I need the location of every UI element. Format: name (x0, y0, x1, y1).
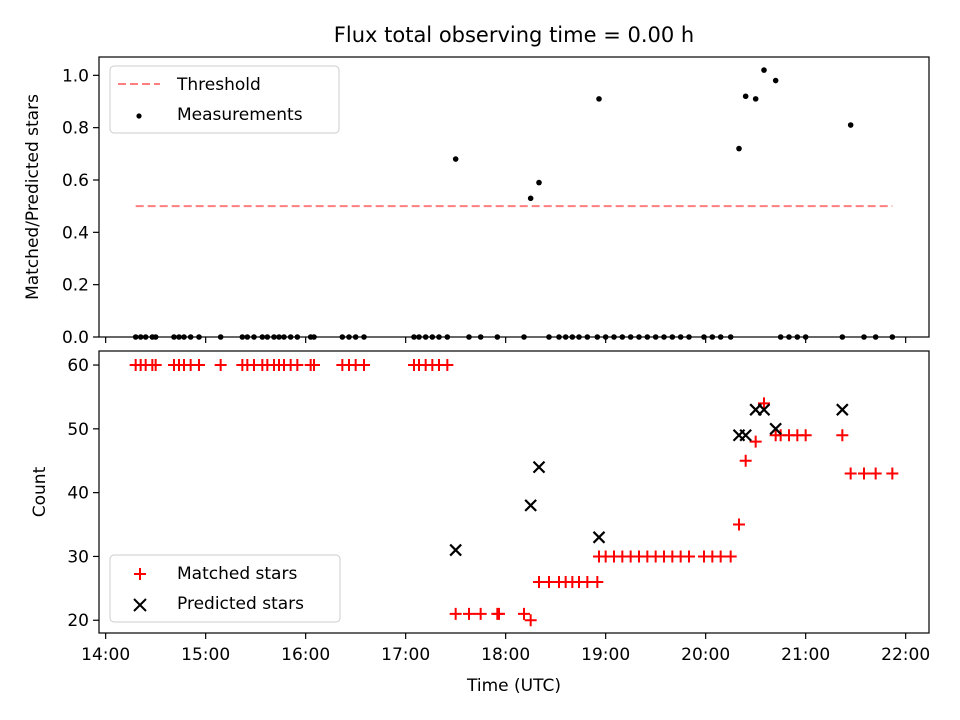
bottom-legend: Matched stars Predicted stars (109, 554, 341, 623)
bottom-y-tick-label: 30 (67, 547, 89, 567)
top-y-tick-label: 0.2 (62, 276, 89, 296)
bottom-axes: 20 30 40 50 60 14:00 15:00 16:00 17:00 18:00 19:00… (30, 350, 930, 696)
chart-title: Flux total observing time = 0.00 h (334, 23, 694, 47)
bottom-x-tick-label: 15:00 (181, 645, 230, 665)
measurement-point (536, 179, 542, 186)
bottom-y-tick-label: 50 (67, 420, 89, 440)
matched-star-point (193, 359, 205, 372)
bottom-x-tick-label: 18:00 (481, 645, 530, 665)
matched-star-point (291, 359, 304, 372)
predicted-star-point (836, 403, 849, 416)
measurement-point (452, 156, 459, 162)
top-axes: 0.0 0.2 0.4 0.6 0.8 1.0 Matched/Predicted sta… (23, 56, 930, 348)
bottom-x-tick-label: 20:00 (681, 645, 730, 665)
measurement-point (736, 145, 742, 152)
bottom-x-tick-label: 17:00 (381, 645, 430, 665)
legend-measurements-marker (136, 113, 142, 119)
matched-star-point (749, 435, 762, 448)
matched-star-point (836, 429, 849, 442)
predicted-star-point (592, 531, 606, 544)
predicted-star-point (532, 460, 546, 474)
matched-star-point (149, 359, 162, 372)
matched-star-point (463, 607, 475, 620)
matched-star-point (739, 454, 752, 467)
bottom-y-axis-label: Count (30, 466, 50, 517)
matched-star-point (858, 467, 870, 480)
predicted-star-point (739, 428, 752, 442)
matched-star-point (886, 467, 899, 480)
matched-star-point (844, 467, 857, 480)
bottom-legend-box (109, 554, 341, 623)
matched-star-point (758, 397, 770, 410)
measurement-point (596, 96, 602, 102)
legend-threshold-label: Threshold (176, 75, 261, 95)
matched-star-point (524, 614, 537, 627)
bottom-x-tick-label: 21:00 (781, 645, 830, 665)
matched-star-point (591, 575, 604, 588)
top-y-tick-label: 1.0 (62, 66, 89, 86)
top-y-axis-label: Matched/Predicted stars (23, 94, 43, 300)
legend-predicted-label: Predicted stars (177, 594, 304, 614)
top-y-tick-label: 0.6 (62, 171, 89, 191)
measurement-point (527, 195, 534, 202)
bottom-axes-frame (98, 350, 930, 634)
predicted-star-point (769, 422, 782, 436)
x-axis-label: Time (UTC) (466, 676, 561, 696)
matched-star-point (308, 359, 320, 372)
measurement-point (761, 67, 767, 73)
matched-star-point (581, 575, 594, 588)
top-y-tick-label: 0.4 (62, 223, 89, 243)
bottom-x-tick-label: 19:00 (581, 645, 630, 665)
predicted-star-point (524, 499, 537, 512)
matched-star-point (799, 429, 812, 442)
matched-star-point (214, 359, 227, 372)
top-legend: Threshold Measurements (109, 65, 340, 134)
measurement-point (752, 96, 759, 102)
legend-measurements-label: Measurements (177, 105, 303, 125)
top-y-tick-label: 0.8 (62, 119, 89, 139)
bottom-y-tick-label: 60 (67, 356, 89, 376)
matched-star-point (733, 518, 745, 531)
bottom-x-tick-label: 22:00 (881, 645, 930, 665)
measurement-point (772, 77, 779, 84)
matched-star-point (493, 607, 505, 620)
legend-predicted-marker (133, 598, 147, 612)
legend-matched-label: Matched stars (177, 564, 297, 584)
top-axes-frame (98, 56, 930, 338)
bottom-x-tick-label: 16:00 (281, 645, 330, 665)
matched-star-point (441, 359, 454, 372)
matched-star-point (449, 607, 462, 620)
bottom-y-tick-label: 40 (67, 484, 89, 504)
measurement-point (847, 122, 854, 128)
matched-star-point (518, 607, 530, 620)
legend-matched-marker (134, 568, 146, 580)
matched-star-point (724, 550, 737, 563)
matched-star-point (869, 467, 882, 480)
top-legend-box (109, 65, 340, 134)
matched-star-point (358, 359, 370, 372)
predicted-star-point (757, 403, 771, 416)
bottom-y-tick-label: 20 (67, 611, 89, 631)
predicted-star-point (449, 543, 462, 557)
bottom-x-tick-label: 14:00 (81, 645, 130, 665)
top-y-tick-label: 0.0 (62, 328, 89, 348)
measurement-point (742, 93, 749, 100)
matched-star-point (474, 607, 487, 620)
matched-star-point (683, 550, 695, 563)
